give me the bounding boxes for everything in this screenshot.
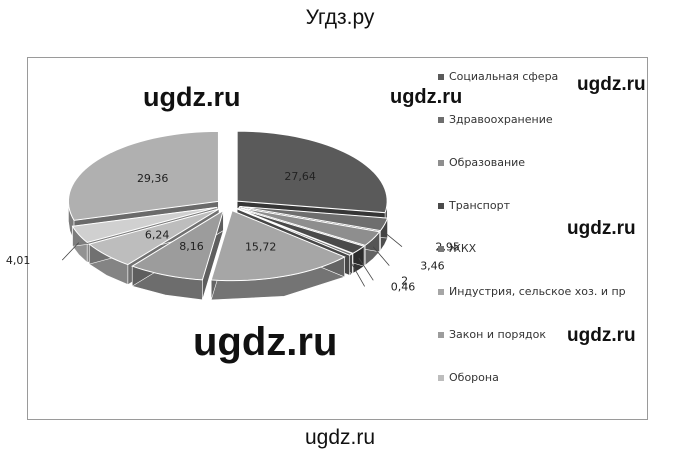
data-label: 0,46 (391, 280, 416, 293)
legend-swatch (438, 332, 444, 338)
pie-tops (67, 130, 389, 282)
legend-label: ЖКХ (449, 242, 477, 255)
watermark: ugdz.ru (567, 218, 636, 239)
pie-slice (238, 207, 381, 246)
pie-slice (88, 208, 220, 266)
data-label: 6,24 (145, 228, 170, 241)
data-label: 15,72 (245, 241, 277, 254)
watermark: ugdz.ru (567, 325, 636, 346)
label-leader-line (384, 232, 403, 248)
legend-swatch (438, 203, 444, 209)
page-title: Угдз.ру (305, 6, 375, 29)
watermark: ugdz.ru (304, 426, 376, 449)
data-label: 8,16 (179, 240, 204, 253)
watermark: ugdz.ru (577, 74, 646, 95)
legend-label: Образование (449, 156, 525, 169)
data-label: 27,64 (284, 170, 316, 183)
legend-swatch (438, 289, 444, 295)
legend-label: Индустрия, сельское хоз. и пр (449, 285, 626, 298)
chart-frame (27, 57, 648, 420)
legend-swatch (438, 160, 444, 166)
data-label: 3,46 (420, 260, 445, 273)
pie-slice (131, 209, 225, 281)
data-label: 4,01 (6, 254, 31, 267)
pie-slice (210, 209, 346, 282)
legend-swatch (438, 375, 444, 381)
data-label: 29,36 (137, 172, 169, 185)
legend-label: Здравоохранение (449, 113, 553, 126)
pie-slice (67, 130, 219, 221)
pie-slice (239, 206, 389, 232)
pie-slice (236, 130, 388, 214)
label-leader-line (358, 257, 374, 281)
data-label: 2 (401, 274, 408, 287)
pie-slice (236, 208, 354, 256)
label-leader-line (350, 262, 365, 287)
label-leader-line (61, 242, 80, 261)
legend-swatch (438, 246, 444, 252)
watermark: ugdz.ru (193, 320, 338, 364)
legend: Социальная сфера Здравоохранение Образован… (438, 70, 626, 384)
pie-slice (71, 206, 218, 244)
watermark: ugdz.ru (390, 86, 463, 108)
legend-label: Закон и порядок (449, 328, 546, 341)
legend-label: Транспорт (448, 199, 511, 212)
legend-swatch (438, 117, 444, 123)
watermark: ugdz.ru (143, 82, 241, 112)
label-leader-line (372, 246, 390, 266)
legend-swatch (438, 74, 444, 80)
legend-label: Оборона (449, 371, 499, 384)
legend-label: Социальная сфера (449, 70, 558, 83)
pie-slice (237, 208, 366, 254)
